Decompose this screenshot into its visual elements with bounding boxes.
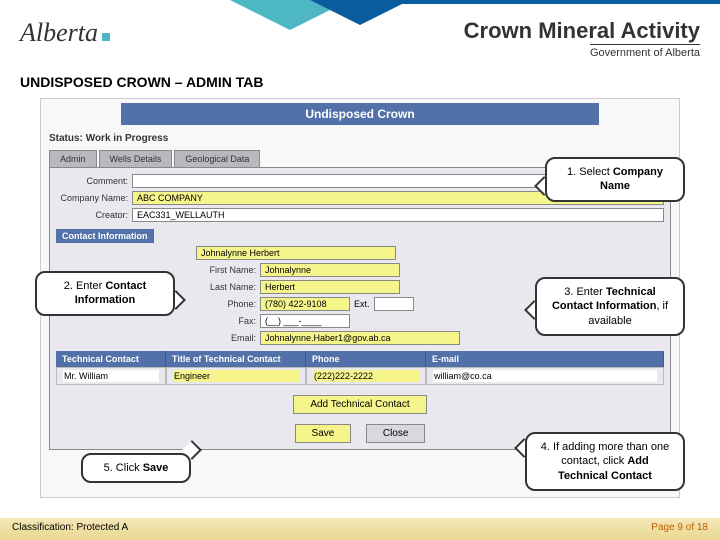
callout-3: 3. Enter Technical Contact Information, …	[535, 277, 685, 336]
status-label: Status:	[49, 133, 83, 144]
callout-2: 2. Enter Contact Information	[35, 271, 175, 316]
ext-label: Ext.	[354, 299, 370, 309]
tc-name-input[interactable]	[63, 370, 159, 382]
app-screenshot: Undisposed Crown Status: Work in Progres…	[40, 98, 680, 498]
tab-geological-data[interactable]: Geological Data	[174, 150, 260, 167]
email-input[interactable]: Johnalynne.Haber1@gov.ab.ca	[260, 331, 460, 345]
th-technical-contact: Technical Contact	[56, 351, 166, 367]
comment-label: Comment:	[56, 176, 128, 186]
status-line: Status: Work in Progress	[41, 131, 679, 146]
tab-wells-details[interactable]: Wells Details	[99, 150, 173, 167]
tc-phone-input[interactable]	[313, 370, 419, 382]
fax-input[interactable]: (__) ___-____	[260, 314, 350, 328]
creator-label: Creator:	[56, 210, 128, 220]
callout-1: 1. Select Company Name	[545, 157, 685, 202]
close-button[interactable]: Close	[366, 424, 426, 443]
th-phone: Phone	[306, 351, 426, 367]
callout-5: 5. Click Save	[81, 453, 191, 483]
email-label: Email:	[196, 333, 256, 343]
panel-header: Undisposed Crown	[121, 103, 599, 125]
table-row	[56, 367, 664, 385]
contact-section-label: Contact Information	[56, 229, 154, 243]
logo-dot-icon	[102, 33, 110, 41]
section-title: UNDISPOSED CROWN – ADMIN TAB	[0, 68, 720, 94]
footer: Classification: Protected A Page 9 of 18	[0, 518, 720, 540]
tc-email-input[interactable]	[433, 370, 657, 382]
classification-label: Classification: Protected A	[12, 522, 128, 536]
company-label: Company Name:	[56, 193, 128, 203]
first-name-label: First Name:	[196, 265, 256, 275]
tc-title-input[interactable]	[173, 370, 299, 382]
contact-name-select[interactable]: Johnalynne Herbert	[196, 246, 396, 260]
last-name-input[interactable]: Herbert	[260, 280, 400, 294]
ext-input[interactable]	[374, 297, 414, 311]
page-title: Crown Mineral Activity	[464, 18, 700, 44]
page-number: Page 9 of 18	[651, 522, 708, 536]
add-technical-contact-button[interactable]: Add Technical Contact	[293, 395, 426, 414]
page-subtitle: Government of Alberta	[590, 44, 700, 59]
alberta-logo: Alberta	[20, 18, 110, 48]
th-title: Title of Technical Contact	[166, 351, 306, 367]
status-value: Work in Progress	[86, 133, 169, 144]
save-button[interactable]: Save	[295, 424, 352, 443]
first-name-input[interactable]: Johnalynne	[260, 263, 400, 277]
last-name-label: Last Name:	[196, 282, 256, 292]
decoration-triangle-blue	[310, 0, 410, 25]
th-email: E-mail	[426, 351, 664, 367]
callout-4: 4. If adding more than one contact, clic…	[525, 432, 685, 491]
phone-input[interactable]: (780) 422-9108	[260, 297, 350, 311]
accent-bar	[380, 0, 720, 4]
technical-contact-table: Technical Contact Title of Technical Con…	[56, 351, 664, 385]
creator-select[interactable]: EAC331_WELLAUTH	[132, 208, 664, 222]
header: Alberta Crown Mineral Activity Governmen…	[0, 0, 720, 68]
fax-label: Fax:	[196, 316, 256, 326]
phone-label: Phone:	[196, 299, 256, 309]
tab-admin[interactable]: Admin	[49, 150, 97, 167]
